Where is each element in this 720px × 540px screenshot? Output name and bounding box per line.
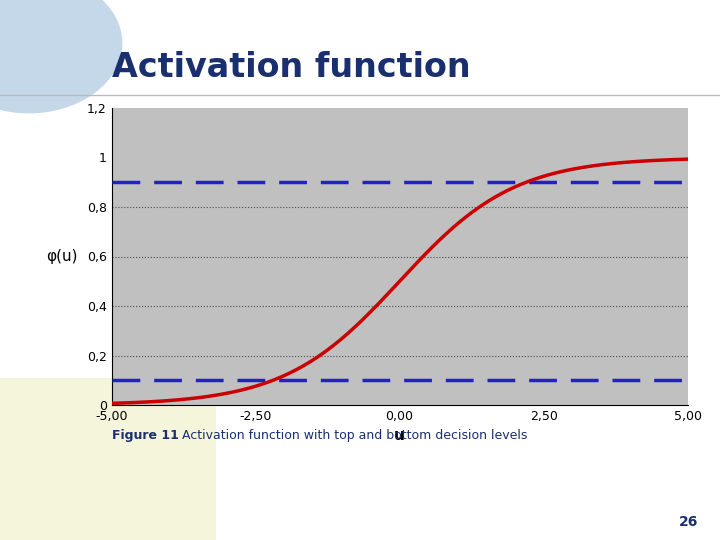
- Circle shape: [0, 0, 122, 113]
- Text: 26: 26: [679, 515, 698, 529]
- Bar: [0, 378, 216, 540]
- Text: Activation function: Activation function: [112, 51, 470, 84]
- Text: Activation function with top and bottom decision levels: Activation function with top and bottom …: [178, 429, 527, 442]
- Y-axis label: φ(u): φ(u): [46, 249, 78, 264]
- Text: Figure 11: Figure 11: [112, 429, 179, 442]
- X-axis label: u: u: [394, 428, 405, 443]
